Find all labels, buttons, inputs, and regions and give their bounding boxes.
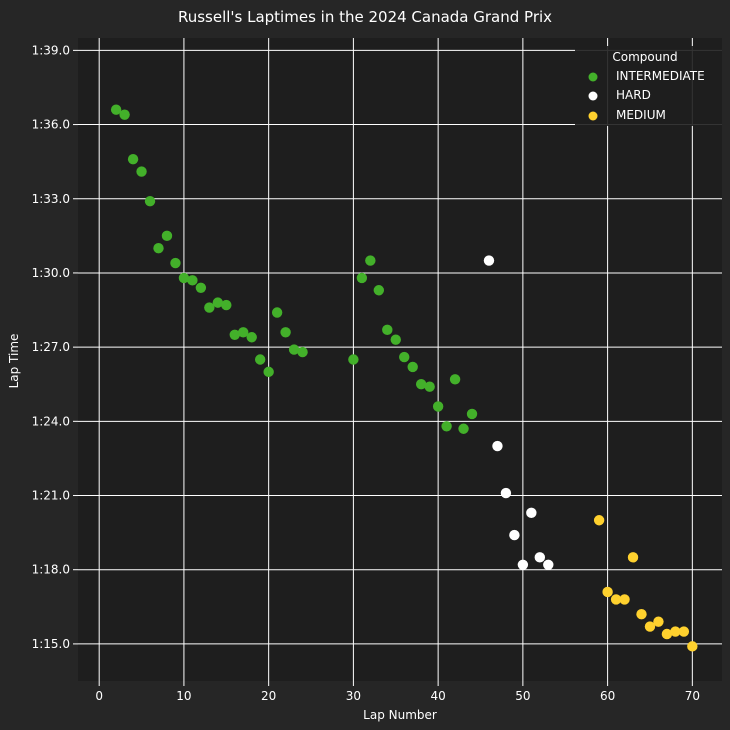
x-tick-label: 60 [600, 689, 615, 703]
point-medium [602, 586, 613, 598]
point-medium [661, 628, 673, 640]
y-tick-label: 1:24.0 [32, 414, 70, 428]
point-intermediate [348, 354, 359, 365]
point-intermediate [356, 272, 368, 284]
point-intermediate [178, 272, 190, 284]
point-intermediate [415, 379, 427, 390]
point-medium [593, 515, 605, 526]
point-intermediate [365, 255, 376, 266]
y-axis-label: Lap Time [7, 334, 21, 389]
legend-title: Compound [612, 50, 677, 64]
y-tick-label: 1:30.0 [32, 266, 70, 280]
point-hard [509, 529, 520, 541]
point-hard [543, 559, 554, 570]
x-tick-label: 50 [515, 689, 530, 703]
y-tick-label: 1:39.0 [32, 43, 70, 57]
point-intermediate [432, 401, 444, 412]
y-tick-label: 1:18.0 [32, 563, 70, 577]
point-hard [492, 440, 503, 452]
x-tick-label: 70 [685, 689, 700, 703]
point-medium [627, 552, 639, 563]
x-tick-label: 20 [261, 689, 276, 703]
y-tick-label: 1:27.0 [32, 340, 70, 354]
point-intermediate [271, 307, 283, 318]
point-intermediate [238, 327, 249, 338]
point-intermediate [161, 230, 173, 242]
point-intermediate [390, 334, 401, 345]
point-intermediate [424, 381, 435, 392]
point-hard [526, 507, 537, 519]
x-tick-label: 40 [430, 689, 445, 703]
point-medium [636, 609, 647, 620]
point-intermediate [407, 361, 418, 373]
point-intermediate [119, 109, 130, 120]
legend-label-medium: MEDIUM [616, 108, 666, 122]
point-hard [517, 559, 529, 570]
point-intermediate [280, 327, 291, 338]
point-intermediate [153, 243, 164, 254]
point-medium [644, 621, 656, 632]
point-intermediate [458, 423, 469, 434]
point-intermediate [195, 282, 207, 293]
point-intermediate [229, 329, 240, 340]
point-intermediate [441, 421, 452, 432]
point-intermediate [449, 374, 461, 385]
point-medium [610, 594, 622, 605]
point-intermediate [373, 285, 385, 296]
point-medium [619, 594, 630, 605]
x-axis-label: Lap Number [363, 708, 437, 722]
point-intermediate [204, 302, 215, 313]
point-intermediate [382, 324, 393, 336]
point-intermediate [110, 104, 122, 115]
point-intermediate [263, 366, 274, 378]
legend-label-intermediate: INTERMEDIATE [616, 69, 705, 83]
point-medium [670, 626, 681, 637]
point-intermediate [288, 344, 300, 355]
legend: Compound INTERMEDIATE HARD MEDIUM [575, 46, 722, 126]
legend-box [575, 46, 722, 126]
point-hard [483, 255, 495, 266]
legend-marker-intermediate [588, 72, 598, 82]
point-intermediate [170, 257, 181, 269]
point-intermediate [466, 408, 478, 420]
point-medium [653, 616, 664, 627]
legend-marker-hard [588, 91, 598, 101]
y-tick-label: 1:33.0 [32, 192, 70, 206]
point-intermediate [212, 297, 224, 308]
point-hard [500, 487, 512, 499]
point-intermediate [136, 166, 147, 177]
point-intermediate [127, 153, 139, 165]
point-intermediate [221, 299, 232, 311]
x-tick-label: 30 [346, 689, 361, 703]
x-tick-label: 0 [95, 689, 103, 703]
legend-label-hard: HARD [616, 88, 651, 102]
point-intermediate [399, 351, 410, 363]
point-intermediate [144, 196, 156, 207]
point-intermediate [187, 275, 198, 286]
data-points [110, 104, 698, 652]
y-tick-label: 1:15.0 [32, 637, 70, 651]
y-tick-label: 1:21.0 [32, 489, 70, 503]
point-intermediate [254, 354, 266, 365]
axis-ticks: 0 10 20 30 40 50 60 70 1:15.0 1:18.0 1:21.0 1:24.0 1… [32, 43, 700, 703]
x-tick-label: 10 [176, 689, 191, 703]
chart-title: Russell's Laptimes in the 2024 Canada Gr… [178, 8, 552, 26]
point-medium [687, 641, 698, 652]
y-tick-label: 1:36.0 [32, 118, 70, 132]
point-intermediate [297, 346, 308, 358]
legend-marker-medium [588, 111, 598, 121]
point-medium [678, 626, 690, 637]
point-hard [534, 552, 546, 563]
point-intermediate [246, 332, 257, 343]
